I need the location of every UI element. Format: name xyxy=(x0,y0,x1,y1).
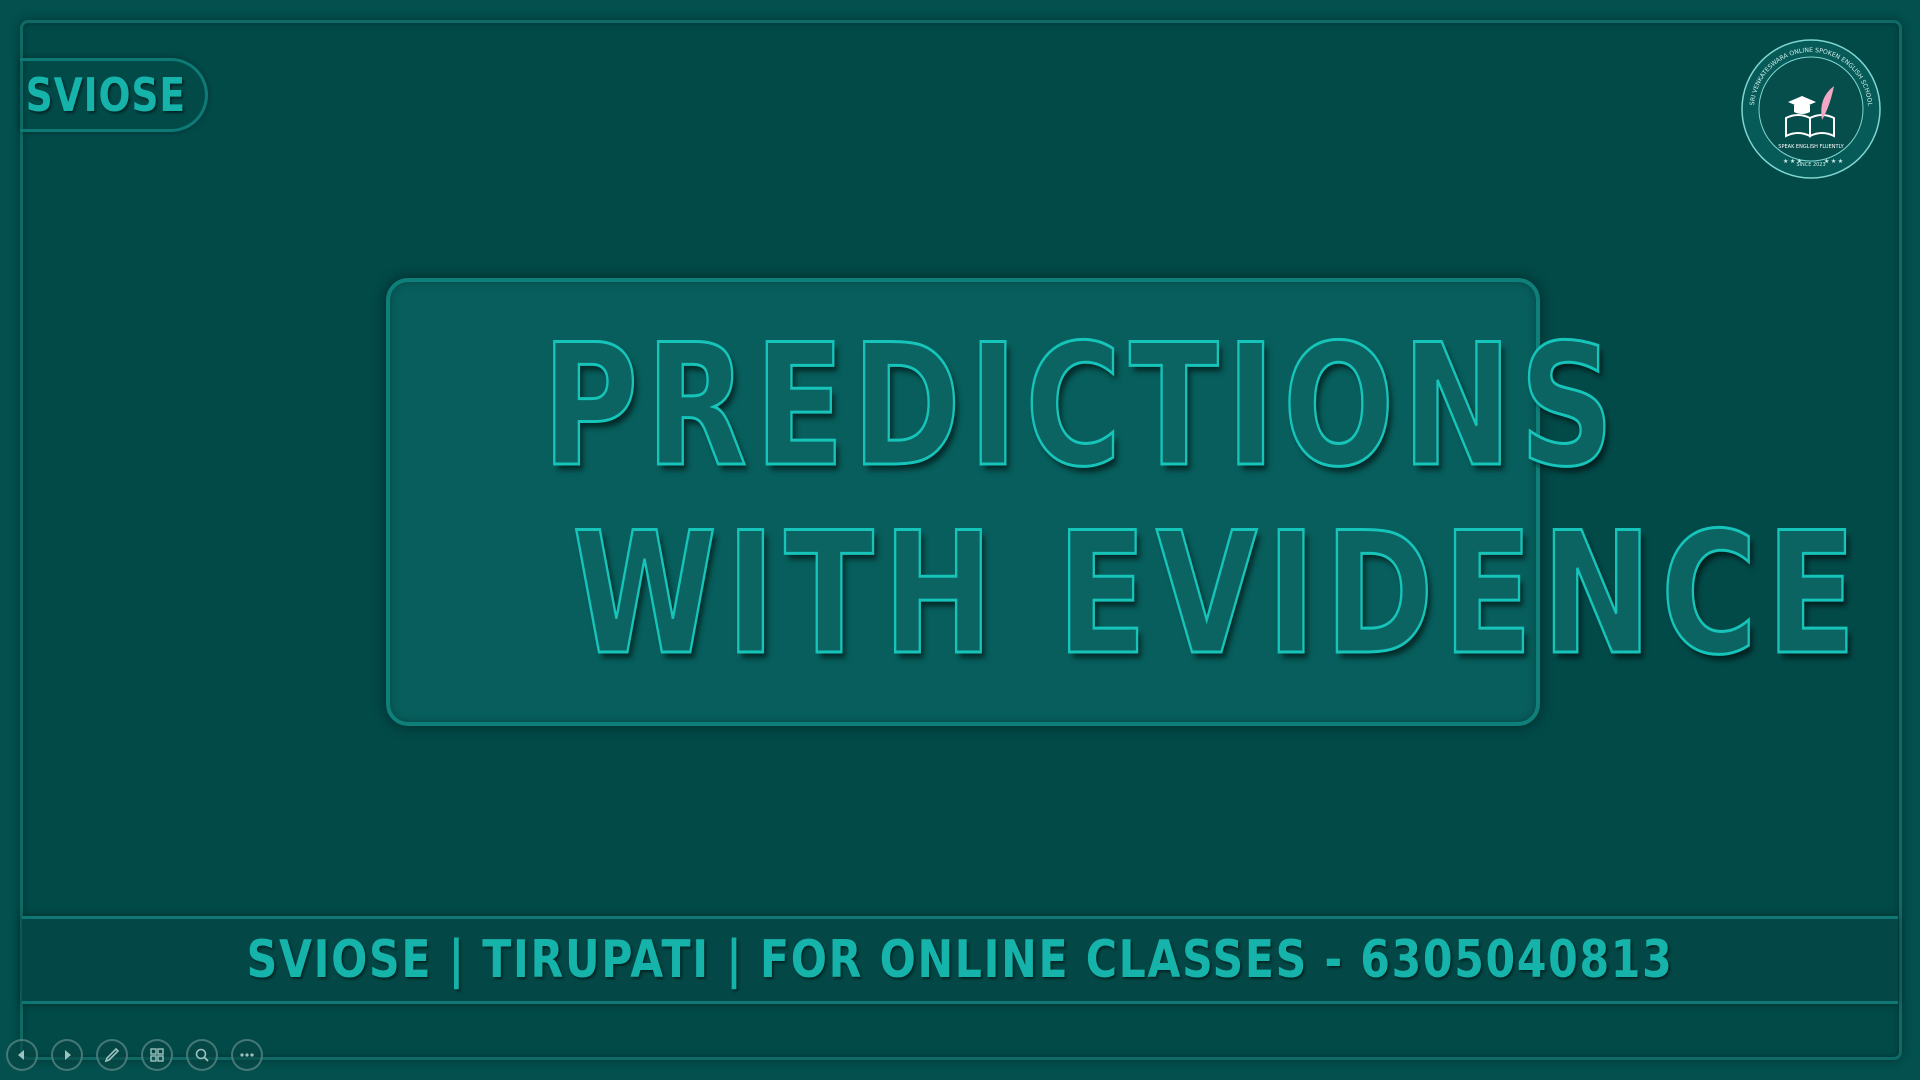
see-all-slides-button[interactable] xyxy=(141,1039,173,1071)
title-line-1: PREDICTIONS xyxy=(390,321,1615,492)
slides-grid-icon xyxy=(150,1048,164,1062)
previous-slide-button[interactable] xyxy=(6,1039,38,1071)
title-box: PREDICTIONS WITH EVIDENCE xyxy=(386,278,1857,726)
brand-tab: SVIOSE xyxy=(20,58,208,132)
pen-icon xyxy=(104,1047,120,1063)
svg-text:★ ★ ★: ★ ★ ★ xyxy=(1824,158,1843,165)
next-icon xyxy=(65,1050,71,1060)
next-slide-button[interactable] xyxy=(51,1039,83,1071)
footer-text: SVIOSE | TIRUPATI | FOR ONLINE CLASSES -… xyxy=(246,930,1674,990)
svg-text:★ ★ ★: ★ ★ ★ xyxy=(1783,158,1802,165)
slideshow-controls xyxy=(6,1039,263,1073)
pen-tool-button[interactable] xyxy=(96,1039,128,1071)
title-line-2-text: WITH EVIDENCE xyxy=(571,496,1866,692)
footer-banner: SVIOSE | TIRUPATI | FOR ONLINE CLASSES -… xyxy=(22,916,1898,1004)
title-line-2: WITH EVIDENCE xyxy=(390,509,1857,680)
previous-icon xyxy=(18,1050,24,1060)
more-icon xyxy=(240,1053,254,1057)
zoom-button[interactable] xyxy=(186,1039,218,1071)
school-logo: SRI VENKATESWARA ONLINE SPOKEN ENGLISH S… xyxy=(1741,39,1881,179)
zoom-icon xyxy=(195,1048,209,1062)
more-options-button[interactable] xyxy=(231,1039,263,1071)
logo-since: SINCE 2023 xyxy=(1796,162,1825,168)
brand-label: SVIOSE xyxy=(25,68,186,122)
logo-motto: SPEAK ENGLISH FLUENTLY xyxy=(1778,144,1844,150)
title-line-1-text: PREDICTIONS xyxy=(541,308,1622,504)
